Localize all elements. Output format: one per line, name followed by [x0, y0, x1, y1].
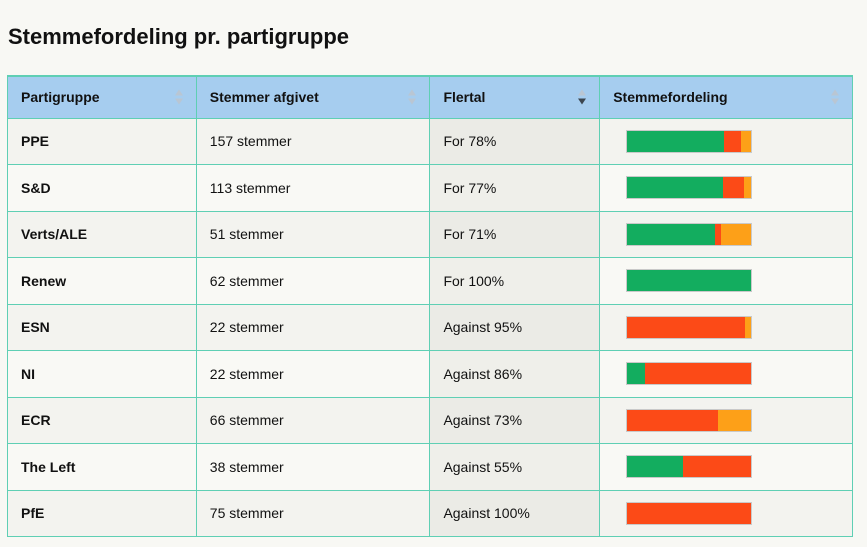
cell-flertal: Against 55%	[429, 443, 601, 491]
cell-stemmer-afgivet: 66 stemmer	[195, 396, 431, 444]
cell-stemmer-afgivet: 62 stemmer	[195, 257, 431, 305]
cell-stemmer-afgivet: 75 stemmer	[195, 489, 431, 537]
table-row: S&D 113 stemmer For 77%	[7, 164, 853, 212]
against-segment	[723, 130, 742, 152]
column-header-label: Flertal	[443, 89, 486, 106]
sort-icon	[408, 89, 417, 105]
cell-partigruppe: NI	[7, 350, 197, 398]
column-header-stemmefordeling[interactable]: Stemmefordeling	[599, 75, 853, 119]
table-row: ESN 22 stemmer Against 95%	[7, 303, 853, 351]
for-segment	[627, 223, 716, 245]
against-segment	[715, 223, 722, 245]
cell-stemmefordeling	[599, 443, 853, 491]
for-segment	[627, 130, 724, 152]
column-header-partigruppe[interactable]: Partigruppe	[7, 75, 197, 119]
table-row: NI 22 stemmer Against 86%	[7, 350, 853, 398]
cell-flertal: For 71%	[429, 210, 601, 258]
cell-stemmer-afgivet: 22 stemmer	[195, 303, 431, 351]
column-header-flertal[interactable]: Flertal	[429, 75, 601, 119]
distribution-bar	[626, 269, 753, 293]
against-segment	[627, 409, 718, 431]
abstain-segment	[745, 316, 752, 338]
against-segment	[627, 316, 745, 338]
against-segment	[722, 177, 744, 199]
cell-flertal: For 78%	[429, 117, 601, 165]
abstain-segment	[721, 223, 752, 245]
column-header-label: Stemmer afgivet	[209, 89, 319, 106]
column-header-label: Partigruppe	[21, 89, 100, 106]
cell-stemmefordeling	[599, 210, 853, 258]
against-segment	[627, 502, 752, 524]
sort-desc-icon	[578, 89, 587, 105]
sort-icon	[174, 89, 183, 105]
distribution-bar	[626, 315, 753, 339]
column-header-label: Stemmefordeling	[613, 89, 728, 106]
cell-stemmefordeling	[599, 117, 853, 165]
cell-stemmefordeling	[599, 396, 853, 444]
distribution-bar	[626, 455, 753, 479]
cell-stemmefordeling	[599, 489, 853, 537]
cell-stemmer-afgivet: 38 stemmer	[195, 443, 431, 491]
cell-stemmefordeling	[599, 350, 853, 398]
cell-partigruppe: ECR	[7, 396, 197, 444]
table-body: PPE 157 stemmer For 78% S&D 113 stemmer For 7…	[7, 117, 853, 537]
table-row: PPE 157 stemmer For 78%	[7, 117, 853, 165]
cell-stemmefordeling	[599, 164, 853, 212]
against-segment	[683, 456, 752, 478]
cell-flertal: Against 100%	[429, 489, 601, 537]
distribution-bar	[626, 129, 753, 153]
for-segment	[627, 363, 645, 385]
table-header-row: Partigruppe Stemmer afgivet Flertal Stem…	[7, 75, 853, 119]
cell-partigruppe: PPE	[7, 117, 197, 165]
table-row: Renew 62 stemmer For 100%	[7, 257, 853, 305]
sort-icon	[831, 89, 839, 105]
abstain-segment	[743, 177, 752, 199]
cell-flertal: For 100%	[429, 257, 601, 305]
table-row: PfE 75 stemmer Against 100%	[7, 489, 853, 537]
page-title: Stemmefordeling pr. partigruppe	[8, 24, 350, 49]
for-segment	[627, 270, 752, 292]
cell-flertal: Against 73%	[429, 396, 601, 444]
vote-distribution-table: Partigruppe Stemmer afgivet Flertal Stem…	[7, 75, 853, 537]
abstain-segment	[741, 130, 752, 152]
cell-partigruppe: ESN	[7, 303, 197, 351]
cell-partigruppe: Renew	[7, 257, 197, 305]
cell-partigruppe: The Left	[7, 443, 197, 491]
cell-stemmer-afgivet: 113 stemmer	[195, 164, 431, 212]
table-row: The Left 38 stemmer Against 55%	[7, 443, 853, 491]
for-segment	[627, 456, 683, 478]
cell-partigruppe: S&D	[7, 164, 197, 212]
cell-partigruppe: Verts/ALE	[7, 210, 197, 258]
cell-stemmer-afgivet: 51 stemmer	[195, 210, 431, 258]
cell-stemmer-afgivet: 157 stemmer	[195, 117, 431, 165]
column-header-stemmer-afgivet[interactable]: Stemmer afgivet	[195, 75, 431, 119]
against-segment	[644, 363, 752, 385]
distribution-bar	[626, 501, 753, 525]
cell-stemmefordeling	[599, 303, 853, 351]
distribution-bar	[626, 408, 753, 432]
abstain-segment	[717, 409, 752, 431]
cell-flertal: For 77%	[429, 164, 601, 212]
cell-stemmefordeling	[599, 257, 853, 305]
cell-stemmer-afgivet: 22 stemmer	[195, 350, 431, 398]
cell-flertal: Against 86%	[429, 350, 601, 398]
distribution-bar	[626, 362, 753, 386]
table-row: ECR 66 stemmer Against 73%	[7, 396, 853, 444]
cell-partigruppe: PfE	[7, 489, 197, 537]
distribution-bar	[626, 176, 753, 200]
cell-flertal: Against 95%	[429, 303, 601, 351]
table-row: Verts/ALE 51 stemmer For 71%	[7, 210, 853, 258]
distribution-bar	[626, 222, 753, 246]
for-segment	[627, 177, 723, 199]
